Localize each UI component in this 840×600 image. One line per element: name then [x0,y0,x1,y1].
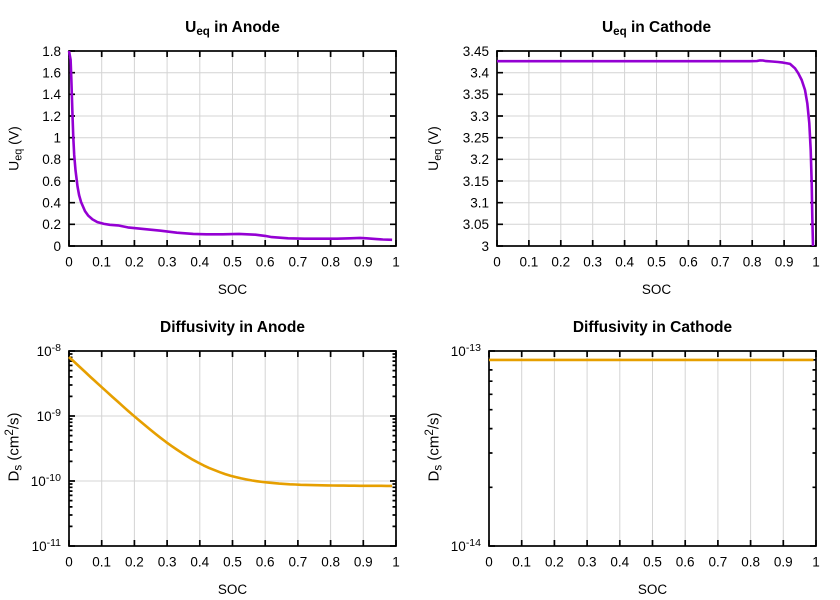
svg-text:0.5: 0.5 [647,254,666,269]
svg-text:0.2: 0.2 [545,554,564,569]
svg-text:0.4: 0.4 [190,254,209,269]
svg-text:0.7: 0.7 [289,554,308,569]
svg-text:0.6: 0.6 [679,254,698,269]
svg-text:0.4: 0.4 [610,554,629,569]
svg-text:1.6: 1.6 [42,66,61,81]
svg-text:3.15: 3.15 [463,174,489,189]
svg-text:0.4: 0.4 [42,196,61,211]
svg-text:0.8: 0.8 [743,254,762,269]
svg-text:0.6: 0.6 [42,174,61,189]
svg-text:0.5: 0.5 [223,254,242,269]
svg-text:SOC: SOC [218,582,248,597]
svg-text:0.3: 0.3 [158,554,177,569]
svg-text:Ueq in Anode: Ueq in Anode [185,19,280,38]
svg-text:0.5: 0.5 [223,554,242,569]
svg-text:0.6: 0.6 [676,554,695,569]
svg-text:3.05: 3.05 [463,217,489,232]
svg-text:0.6: 0.6 [256,254,275,269]
svg-text:0.9: 0.9 [774,554,793,569]
svg-text:0.9: 0.9 [775,254,794,269]
svg-text:0.8: 0.8 [741,554,760,569]
svg-text:Ds (cm2/s): Ds (cm2/s) [423,412,445,481]
svg-text:1: 1 [53,131,61,146]
svg-text:3.35: 3.35 [463,87,489,102]
svg-text:0.3: 0.3 [158,254,177,269]
svg-text:3.45: 3.45 [463,44,489,59]
svg-text:3.2: 3.2 [470,152,489,167]
svg-text:0.7: 0.7 [289,254,308,269]
svg-text:0.2: 0.2 [551,254,570,269]
svg-text:1: 1 [812,254,820,269]
svg-text:1.2: 1.2 [42,109,61,124]
svg-text:Diffusivity in Cathode: Diffusivity in Cathode [573,319,733,336]
svg-text:1: 1 [392,554,400,569]
svg-text:0.8: 0.8 [42,152,61,167]
svg-text:0.8: 0.8 [321,254,340,269]
svg-text:0: 0 [65,554,73,569]
svg-text:Ueq (V): Ueq (V) [6,126,25,171]
svg-text:0.6: 0.6 [256,554,275,569]
svg-text:0.1: 0.1 [520,254,539,269]
svg-text:0.2: 0.2 [125,254,144,269]
svg-text:Ds (cm2/s): Ds (cm2/s) [3,412,25,481]
svg-text:0: 0 [485,554,493,569]
svg-text:0: 0 [493,254,501,269]
svg-text:0: 0 [65,254,73,269]
svg-text:0.2: 0.2 [42,217,61,232]
svg-text:SOC: SOC [638,582,668,597]
svg-text:SOC: SOC [218,282,248,297]
svg-text:0.9: 0.9 [354,554,373,569]
svg-text:3.1: 3.1 [470,196,489,211]
svg-text:0.9: 0.9 [354,254,373,269]
svg-text:0.1: 0.1 [92,254,111,269]
svg-text:0.3: 0.3 [578,554,597,569]
svg-text:0.4: 0.4 [615,254,634,269]
svg-text:1: 1 [392,254,400,269]
svg-text:0.1: 0.1 [512,554,531,569]
svg-text:0: 0 [53,239,61,254]
svg-text:0.3: 0.3 [583,254,602,269]
svg-text:0.5: 0.5 [643,554,662,569]
svg-text:1: 1 [812,554,820,569]
svg-text:0.4: 0.4 [190,554,209,569]
svg-text:0.1: 0.1 [92,554,111,569]
svg-text:Diffusivity in Anode: Diffusivity in Anode [160,319,305,336]
svg-text:1.8: 1.8 [42,44,61,59]
svg-text:3: 3 [481,239,489,254]
svg-text:SOC: SOC [642,282,672,297]
svg-text:0.2: 0.2 [125,554,144,569]
svg-text:0.8: 0.8 [321,554,340,569]
svg-text:0.7: 0.7 [711,254,730,269]
svg-text:1.4: 1.4 [42,87,61,102]
svg-text:3.3: 3.3 [470,109,489,124]
svg-text:3.4: 3.4 [470,66,489,81]
svg-text:0.7: 0.7 [709,554,728,569]
svg-text:Ueq in Cathode: Ueq in Cathode [602,19,712,38]
svg-text:3.25: 3.25 [463,131,489,146]
